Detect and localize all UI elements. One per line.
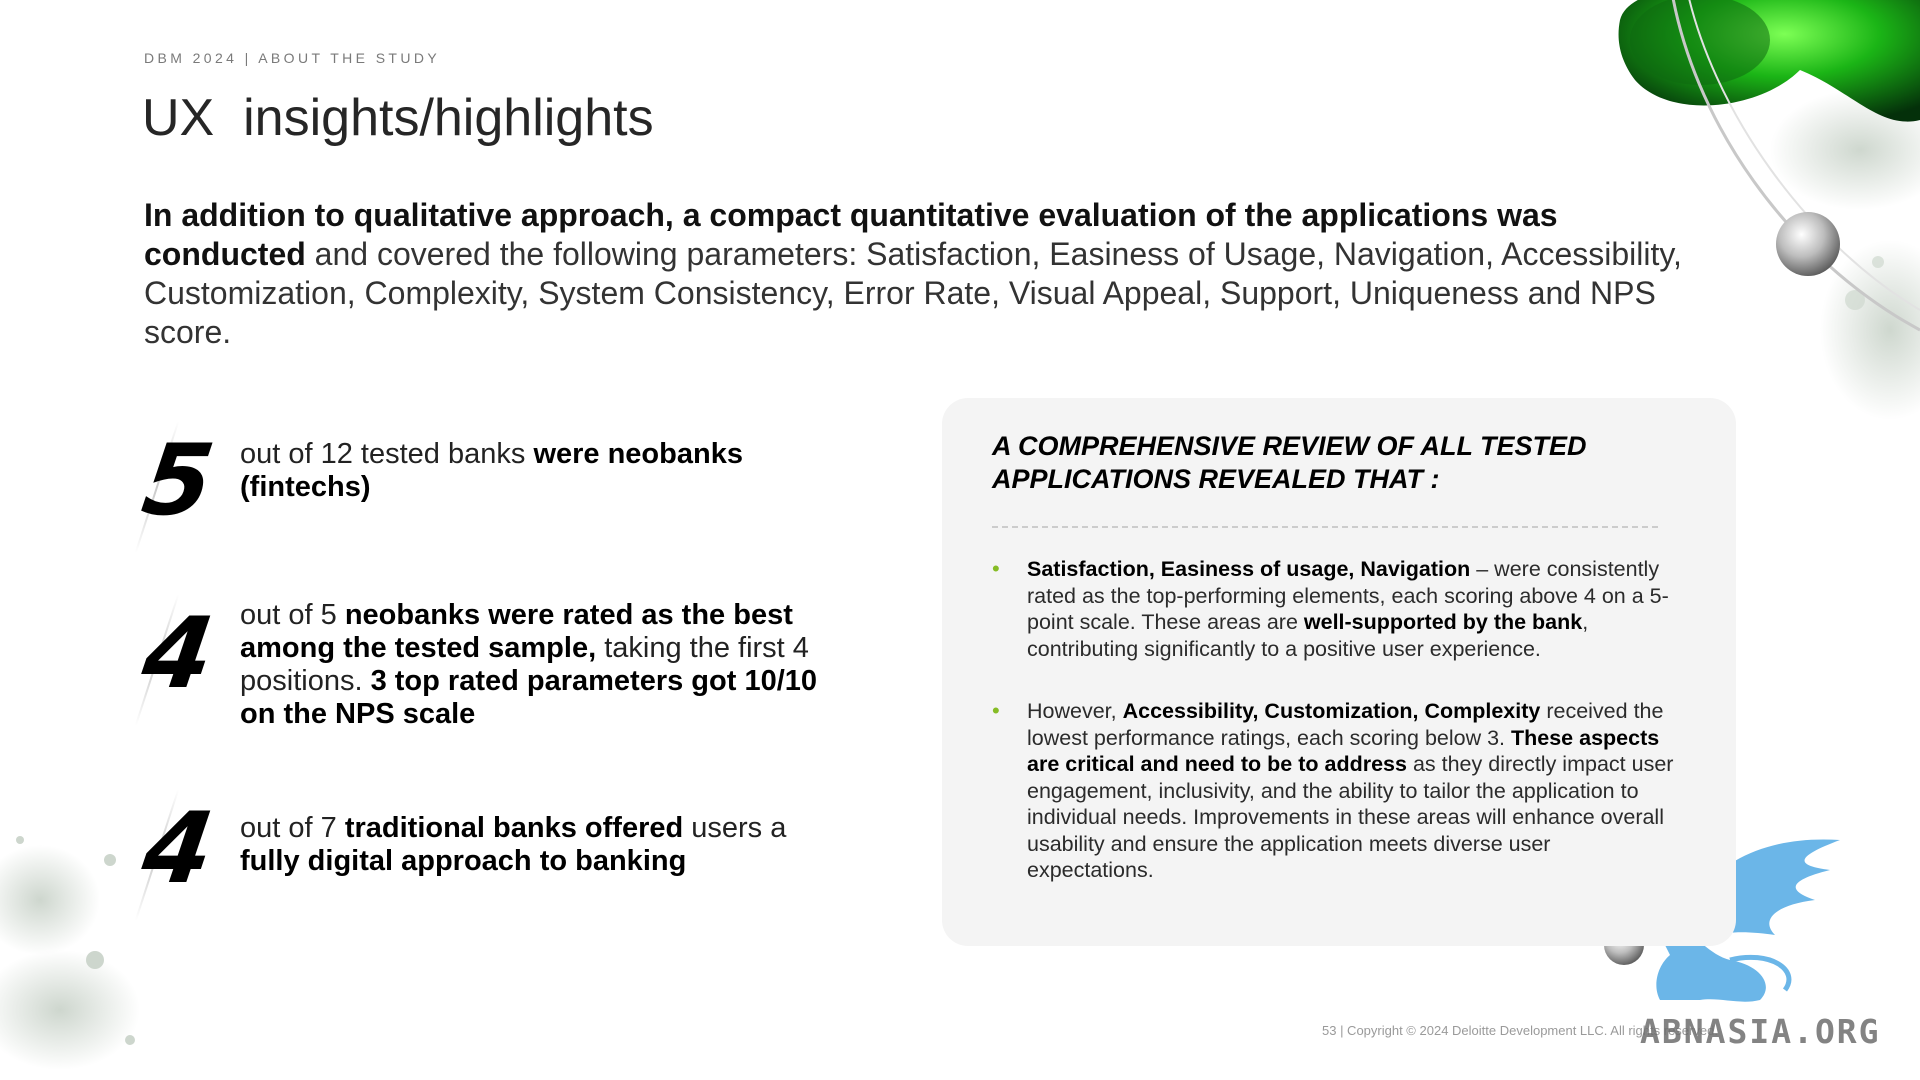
- stat-number: 5: [135, 424, 221, 538]
- findings-list: • Satisfaction, Easiness of usage, Naviga…: [992, 556, 1682, 920]
- panel-heading: A comprehensive review of all tested app…: [992, 431, 1587, 494]
- stat-number: 4: [135, 792, 221, 906]
- finding-text: as they directly impact user engagement,…: [1027, 752, 1674, 882]
- stat-text: out of 12 tested banks were neobanks (fi…: [240, 438, 850, 504]
- finding-text: However,: [1027, 699, 1123, 723]
- list-item: • However, Accessibility, Customization, …: [992, 698, 1682, 884]
- footer-copyright: 53 | Copyright © 2024 Deloitte Developme…: [1322, 1023, 1718, 1038]
- finding-bold: Satisfaction, Easiness of usage, Navigat…: [1027, 557, 1471, 581]
- stat-text: out of 5 neobanks were rated as the best…: [240, 599, 850, 731]
- stat-text-part: users a: [683, 812, 787, 844]
- finding-bold: Accessibility, Customization, Complexity: [1122, 699, 1541, 723]
- intro-bold: In addition to qualitative approach, a c…: [144, 197, 1558, 272]
- page-title: UX insights/highlights: [142, 89, 654, 147]
- splatter-decoration: [0, 836, 140, 1070]
- finding-text: , contributing significantly to a positi…: [1027, 610, 1589, 661]
- stat-text-part: out of 12 tested banks: [240, 438, 534, 470]
- stat-text: out of 7 traditional banks offered users…: [240, 812, 850, 878]
- watermark: ABNASIA.ORG: [1640, 1012, 1881, 1051]
- review-panel: A comprehensive review of all tested app…: [942, 398, 1736, 946]
- stat-text-bold: were neobanks (fintechs): [240, 438, 743, 503]
- bullet-icon: •: [992, 556, 1000, 581]
- stat-text-bold: 3 top rated parameters got 10/10 on the …: [240, 665, 818, 730]
- stat-number: 4: [135, 597, 221, 711]
- stat-text-bold: fully digital approach to banking: [240, 845, 687, 877]
- finding-bold: These aspects are critical and need to b…: [1027, 725, 1660, 777]
- list-item: • Satisfaction, Easiness of usage, Naviga…: [992, 556, 1682, 662]
- stat-text-bold: neobanks were rated as the best among th…: [240, 599, 793, 664]
- stat-text-part: taking the first 4 positions.: [240, 632, 809, 697]
- finding-text: – were consistently rated as the top-per…: [1027, 557, 1669, 634]
- stat-text-part: out of 5: [240, 599, 345, 631]
- intro-text: and covered the following parameters: Sa…: [144, 236, 1682, 350]
- section-overline: DBM 2024 | ABOUT THE STUDY: [144, 50, 441, 66]
- intro-paragraph: In addition to qualitative approach, a c…: [144, 196, 1704, 352]
- dashed-divider: [992, 526, 1658, 528]
- stat-text-bold: traditional banks offered: [344, 812, 684, 844]
- bullet-icon: •: [992, 698, 1000, 723]
- finding-bold: well-supported by the bank: [1303, 610, 1583, 634]
- finding-text: received the lowest performance ratings,…: [1027, 699, 1664, 750]
- stat-text-part: out of 7: [240, 812, 345, 844]
- green-orb-decoration: [1618, 0, 1920, 420]
